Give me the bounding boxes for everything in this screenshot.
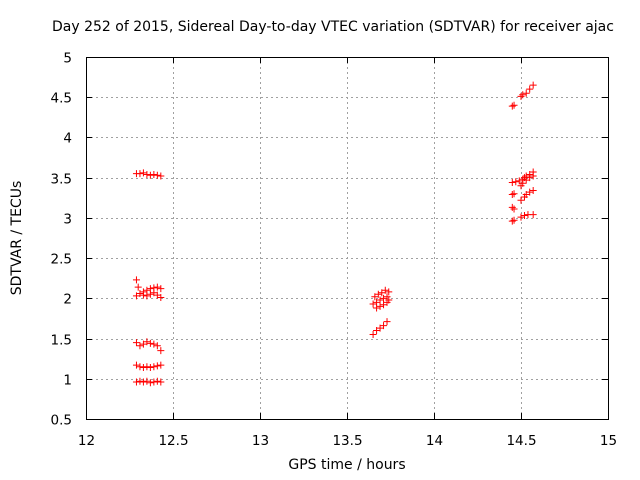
data-point	[529, 211, 537, 219]
y-tick-label: 4.5	[51, 91, 72, 107]
data-point	[157, 378, 165, 386]
y-tick-label: 5	[63, 51, 72, 67]
data-point	[153, 362, 161, 370]
y-tick-label: 3	[63, 212, 72, 228]
data-point	[146, 364, 154, 372]
data-point	[520, 211, 528, 219]
data-point	[512, 178, 520, 186]
x-tick-label: 12	[78, 433, 95, 449]
y-axis-label: SDTVAR / TECUs	[9, 180, 25, 296]
data-point	[143, 338, 151, 346]
data-point	[150, 363, 158, 371]
data-point	[157, 285, 165, 293]
x-tick-label: 14.5	[506, 433, 536, 449]
data-point	[139, 291, 147, 299]
y-tick-label: 2.5	[51, 252, 72, 268]
data-point	[143, 377, 151, 385]
x-tick-label: 13.5	[332, 433, 362, 449]
data-point	[143, 363, 151, 371]
data-point	[139, 378, 147, 386]
data-point	[136, 342, 144, 350]
data-point	[134, 283, 142, 291]
x-axis-label: GPS time / hours	[288, 457, 406, 473]
data-point	[522, 89, 530, 97]
data-point	[517, 92, 525, 100]
data-point	[376, 302, 384, 310]
data-point	[383, 318, 391, 326]
data-point	[146, 339, 154, 347]
y-tick-label: 2	[63, 292, 72, 308]
x-tick-label: 14	[426, 433, 443, 449]
data-point	[139, 169, 147, 177]
data-point	[132, 378, 140, 386]
x-tick-label: 13	[252, 433, 269, 449]
data-point	[373, 304, 381, 312]
data-point	[150, 340, 158, 348]
chart-title: Day 252 of 2015, Sidereal Day-to-day VTE…	[52, 19, 614, 35]
data-point	[376, 296, 384, 304]
y-tick-label: 0.5	[51, 413, 72, 429]
data-point	[508, 178, 516, 186]
data-point	[150, 170, 158, 178]
data-point	[381, 286, 389, 294]
y-tick-label: 3.5	[51, 172, 72, 188]
data-point	[519, 179, 527, 187]
data-point	[157, 347, 165, 355]
data-point	[526, 85, 534, 93]
data-point	[385, 296, 393, 304]
data-point	[153, 342, 161, 350]
data-point	[150, 378, 158, 386]
data-point	[153, 283, 161, 291]
data-point	[508, 203, 516, 211]
data-point	[369, 331, 377, 339]
data-point	[517, 196, 525, 204]
data-point	[529, 172, 537, 180]
data-point	[508, 102, 516, 110]
data-point	[519, 91, 527, 99]
x-tick-label: 12.5	[158, 433, 188, 449]
data-point	[132, 361, 140, 369]
data-point	[157, 294, 165, 302]
data-point	[146, 290, 154, 298]
data-point	[132, 339, 140, 347]
data-point	[146, 171, 154, 179]
data-point	[136, 290, 144, 298]
data-point	[153, 377, 161, 385]
data-point	[139, 364, 147, 372]
x-tick-label: 15	[600, 433, 617, 449]
data-point	[136, 377, 144, 385]
data-point	[136, 170, 144, 178]
data-point	[380, 294, 388, 302]
data-point	[510, 190, 518, 198]
data-point	[132, 276, 140, 284]
data-point	[146, 379, 154, 387]
data-point	[157, 361, 165, 369]
y-tick-label: 4	[63, 131, 72, 147]
data-point	[369, 300, 377, 308]
data-point	[143, 170, 151, 178]
data-point	[526, 174, 534, 182]
y-tick-label: 1	[63, 373, 72, 389]
data-point	[529, 81, 537, 89]
data-point	[374, 290, 382, 298]
data-point	[508, 191, 516, 199]
data-point	[510, 216, 518, 224]
y-tick-label: 1.5	[51, 333, 72, 349]
data-point	[385, 288, 393, 296]
data-point	[529, 187, 537, 195]
data-point	[517, 213, 525, 221]
data-point	[510, 205, 518, 213]
data-point	[380, 322, 388, 330]
data-point	[526, 188, 534, 196]
data-point	[508, 217, 516, 225]
data-point	[153, 171, 161, 179]
data-point	[510, 101, 518, 109]
data-point	[143, 292, 151, 300]
data-point	[157, 172, 165, 180]
data-point	[136, 363, 144, 371]
